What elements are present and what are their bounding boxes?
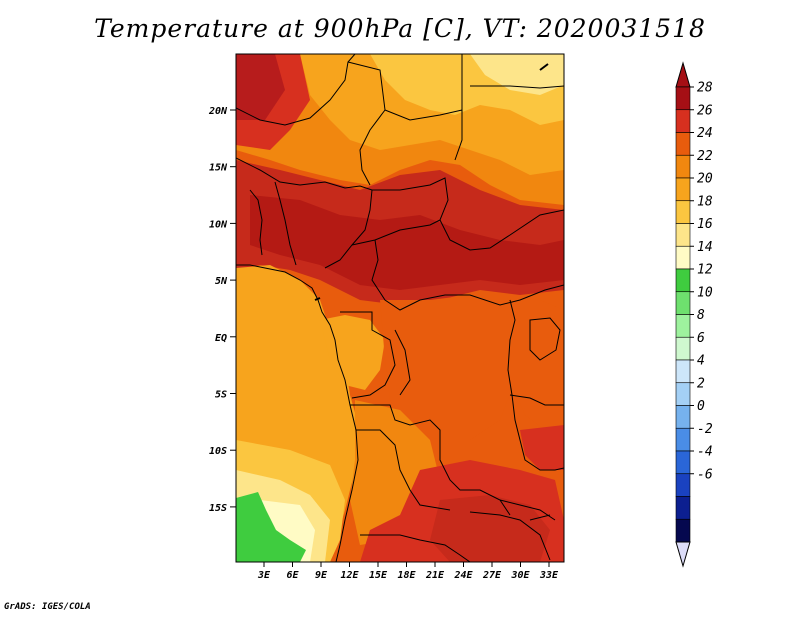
lon-label: 21E [425, 570, 445, 581]
lon-label: 3E [257, 570, 271, 581]
tanzania-hot-zone [520, 425, 564, 470]
colorbar-swatch [675, 405, 691, 429]
temperature-field [236, 54, 564, 562]
colorbar-label: 4 [697, 354, 705, 369]
green-cool-patch [236, 492, 306, 562]
gabon-pale-zone [320, 315, 385, 390]
colorbar-swatch [675, 245, 691, 270]
colorbar-swatch [675, 450, 691, 475]
lon-label: 24E [453, 570, 473, 581]
colorbar-swatch [675, 154, 691, 179]
colorbar-label: -2 [697, 422, 713, 437]
libya-pale-zone [470, 54, 564, 95]
colorbar-label: 24 [697, 126, 713, 141]
colorbar-swatch [675, 473, 691, 497]
colorbar-label: 20 [697, 172, 713, 187]
colorbar-label: -6 [697, 467, 713, 482]
colorbar-swatch [675, 86, 691, 111]
colorbar-label: 6 [697, 331, 705, 346]
map-title: Temperature at 900hPa [C], VT: 202003151… [94, 14, 706, 43]
lat-label: 15N [209, 163, 228, 174]
lon-label: 18E [397, 570, 416, 581]
colorbar-swatch [675, 177, 691, 202]
colorbar-label: 2 [697, 376, 705, 391]
colorbar-over-triangle [675, 61, 691, 88]
colorbar-label: 18 [697, 194, 713, 209]
lon-label: 9E [315, 570, 328, 581]
grads-credit: GrADS: IGES/COLA [4, 602, 91, 612]
colorbar-swatch [675, 496, 691, 520]
colorbar-swatch [675, 359, 691, 384]
colorbar-label: 26 [697, 103, 713, 118]
colorbar-swatch [675, 314, 691, 338]
colorbar-swatch [675, 336, 691, 361]
colorbar-label: 12 [697, 263, 713, 278]
longitude-axis: 3E 6E 9E 12E 15E 18E 21E 24E 27E 30E 33E [257, 562, 559, 581]
lon-label: 33E [539, 570, 559, 581]
country-boundaries [236, 54, 564, 562]
lat-label: 20N [208, 106, 228, 117]
colorbar-swatch [675, 382, 691, 406]
colorbar-label: 22 [697, 149, 713, 164]
lon-label: 12E [340, 570, 359, 581]
lon-label: 30E [510, 570, 530, 581]
colorbar-label: 0 [697, 399, 705, 414]
lat-label: 15S [209, 503, 227, 514]
northwest-hottest-zone [236, 54, 285, 120]
lat-label: 10N [209, 219, 228, 230]
colorbar-label: 8 [697, 308, 705, 323]
colorbar-label: 16 [697, 217, 713, 232]
colorbar-label: -4 [697, 445, 713, 460]
lat-label: EQ [215, 333, 227, 344]
colorbar-label: 10 [697, 285, 713, 300]
map-frame [235, 53, 565, 563]
lat-label: 5N [215, 276, 228, 287]
colorbar-swatch [675, 518, 691, 543]
lon-label: 15E [369, 570, 388, 581]
colorbar-under-triangle [675, 541, 691, 568]
colorbar-swatch [675, 268, 691, 293]
zimbabwe-hottest-zone [430, 495, 550, 562]
colorbar-label: 14 [697, 240, 713, 255]
colorbar-swatch [675, 427, 691, 452]
east-africa-zone [505, 300, 564, 430]
colorbar-swatch [675, 200, 691, 224]
latitude-axis: 20N 15N 10N 5N EQ 5S 10S 15S [208, 106, 236, 514]
lon-label: 6E [286, 570, 299, 581]
lat-label: 5S [215, 390, 227, 401]
lon-label: 27E [482, 570, 502, 581]
lat-label: 10S [209, 446, 227, 457]
colorbar-swatch [675, 109, 691, 133]
congo-basin-zone [380, 295, 520, 440]
colorbar-swatch [675, 132, 691, 156]
colorbar-swatch [675, 223, 691, 247]
colorbar-swatch [675, 291, 691, 315]
colorbar-label: 28 [697, 81, 713, 96]
